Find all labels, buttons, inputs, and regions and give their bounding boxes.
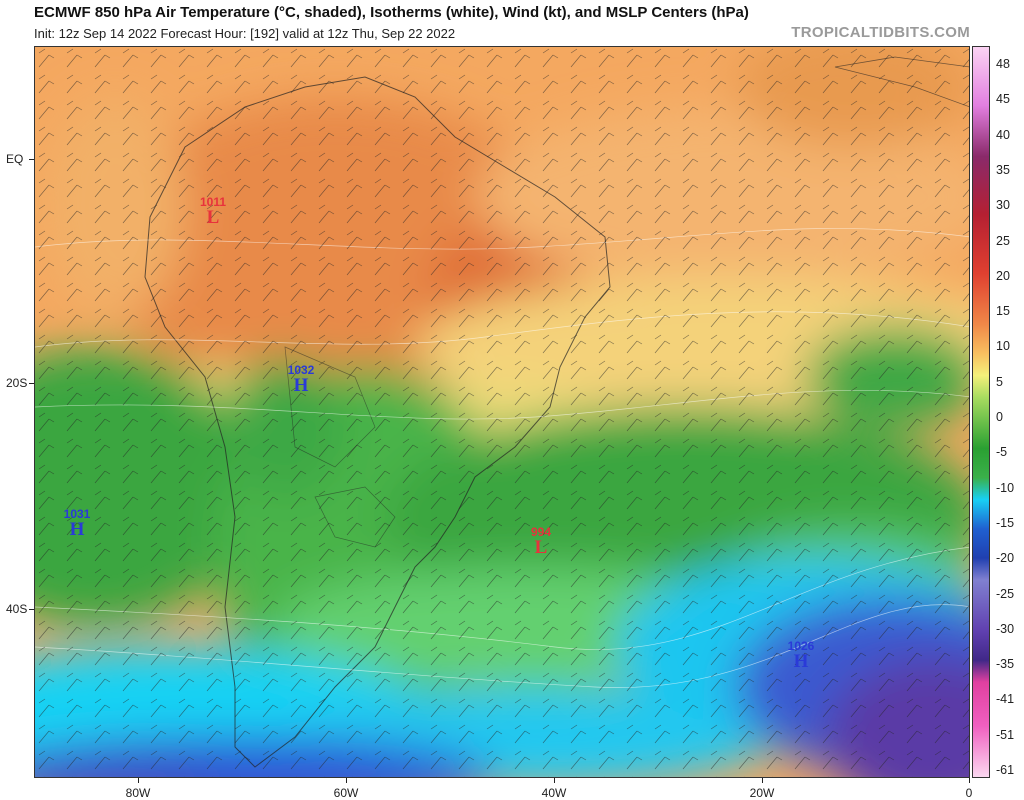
temperature-colorbar bbox=[972, 46, 990, 778]
lon-tick bbox=[554, 778, 555, 783]
colorbar-label: -20 bbox=[996, 551, 1015, 566]
colorbar-label: 0 bbox=[996, 410, 1003, 424]
map-title: ECMWF 850 hPa Air Temperature (°C, shade… bbox=[34, 4, 749, 21]
lat-tick bbox=[29, 383, 34, 384]
colorbar-label: -35 bbox=[996, 657, 1015, 672]
lat-label-40s: 40S bbox=[6, 602, 28, 616]
colorbar-label: 40 bbox=[996, 127, 1010, 142]
pressure-value: 1031 bbox=[63, 507, 91, 521]
map-subtitle: Init: 12z Sep 14 2022 Forecast Hour: [19… bbox=[34, 26, 456, 41]
low-pressure-center: 994 L bbox=[531, 525, 551, 557]
lon-tick bbox=[762, 778, 763, 783]
pressure-value: 1026 bbox=[787, 639, 815, 653]
colorbar-label: 30 bbox=[996, 198, 1010, 213]
temperature-field bbox=[35, 47, 969, 777]
pressure-value: 1032 bbox=[287, 363, 315, 377]
lon-label-60w: 60W bbox=[333, 786, 359, 800]
pressure-symbol: H bbox=[293, 375, 309, 396]
pressure-symbol: L bbox=[534, 537, 548, 558]
lat-tick bbox=[29, 159, 34, 160]
high-pressure-center: 1031 H bbox=[64, 507, 91, 539]
colorbar-label: -30 bbox=[996, 621, 1015, 636]
lon-tick bbox=[138, 778, 139, 783]
lon-tick bbox=[346, 778, 347, 783]
lon-label-0: 0 bbox=[965, 786, 973, 800]
colorbar-label: -10 bbox=[996, 480, 1015, 495]
pressure-value: 994 bbox=[530, 525, 552, 539]
lon-tick bbox=[969, 778, 970, 783]
colorbar-label: 10 bbox=[996, 339, 1010, 354]
colorbar-label: 45 bbox=[996, 92, 1010, 107]
lon-label-20w: 20W bbox=[749, 786, 775, 800]
colorbar-label: 35 bbox=[996, 162, 1010, 177]
low-pressure-center: 1011 L bbox=[200, 195, 226, 227]
high-pressure-center: 1032 H bbox=[288, 363, 315, 395]
colorbar-label: -5 bbox=[996, 445, 1008, 460]
colorbar-label: -61 bbox=[996, 763, 1015, 777]
pressure-symbol: H bbox=[793, 651, 809, 672]
lat-label-eq: EQ bbox=[6, 152, 24, 166]
pressure-symbol: L bbox=[206, 207, 220, 228]
lon-label-40w: 40W bbox=[541, 786, 567, 800]
pressure-value: 1011 bbox=[199, 195, 227, 209]
pressure-symbol: H bbox=[69, 519, 85, 540]
colorbar-label: 25 bbox=[996, 233, 1010, 248]
colorbar-label: -25 bbox=[996, 586, 1015, 601]
colorbar-label: 20 bbox=[996, 268, 1010, 283]
site-credit: TROPICALTIDBITS.COM bbox=[791, 24, 970, 41]
high-pressure-center: 1026 H bbox=[788, 639, 815, 671]
lat-tick bbox=[29, 609, 34, 610]
colorbar-label: 15 bbox=[996, 304, 1010, 319]
weather-map: 1011 L 1032 H 1031 H 994 L 1026 H bbox=[34, 46, 970, 778]
colorbar-label: 5 bbox=[996, 374, 1003, 389]
colorbar-label: -41 bbox=[996, 692, 1015, 707]
lat-label-20s: 20S bbox=[6, 376, 28, 390]
colorbar-label: 48 bbox=[996, 57, 1010, 71]
lon-label-80w: 80W bbox=[125, 786, 151, 800]
colorbar-label: -51 bbox=[996, 727, 1015, 742]
colorbar-label: -15 bbox=[996, 515, 1015, 530]
